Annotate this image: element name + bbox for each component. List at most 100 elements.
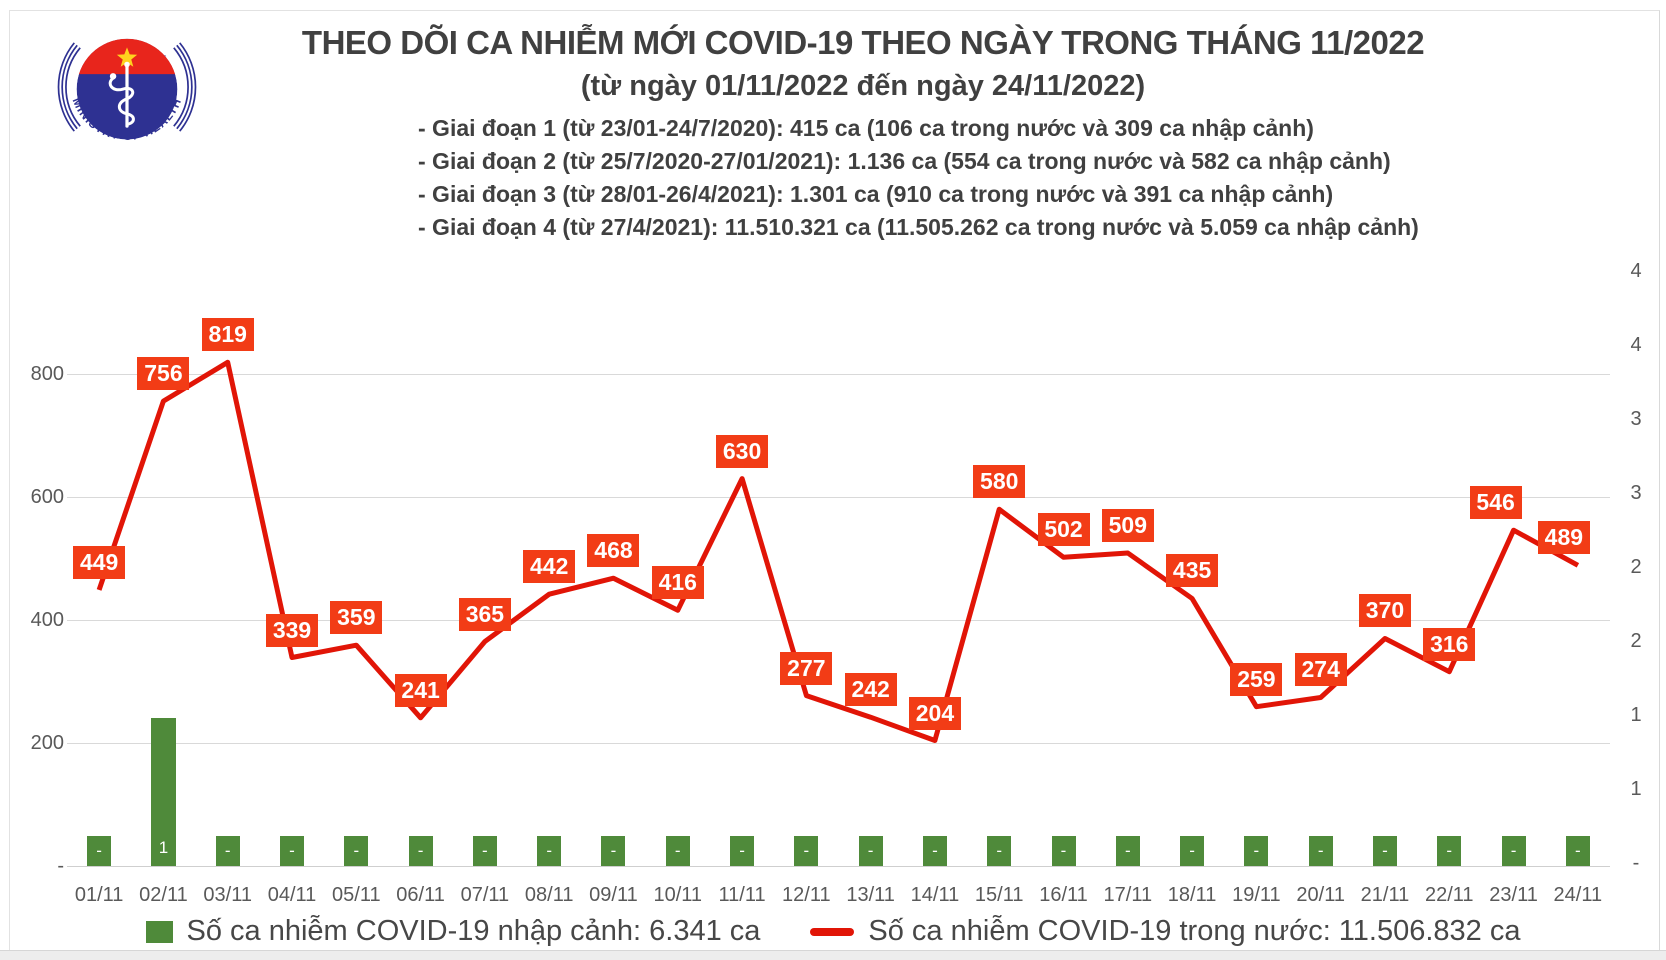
bar-value-label: - [674, 841, 681, 860]
x-axis-label-07/11: 07/11 [460, 884, 510, 906]
ministry-of-health-logo: BỘ Y TẾ MINISTRY OF HEALTH [57, 38, 197, 143]
bar-value-label: - [1253, 841, 1260, 860]
bar-zero-21/11 [1372, 836, 1397, 866]
left-axis-tick: 800 [30, 363, 64, 385]
bar-value-label: - [96, 841, 102, 860]
x-axis-label-20/11: 20/11 [1296, 884, 1345, 906]
phase-notes: - Giai đoạn 1 (từ 23/01-24/7/2020): 415 … [418, 112, 1419, 244]
phase-note-2: - Giai đoạn 2 (từ 25/7/2020-27/01/2021):… [418, 148, 1391, 174]
bar-value-label: - [932, 841, 938, 860]
phase-note-4: - Giai đoạn 4 (từ 27/4/2021): 11.510.321… [418, 214, 1419, 240]
x-axis-label-22/11: 22/11 [1424, 884, 1474, 906]
bar-value-label: - [546, 841, 553, 860]
right-axis-tick: 3 [1630, 408, 1642, 430]
point-label-16/11: 502 [1037, 513, 1090, 547]
phase-note-1: - Giai đoạn 1 (từ 23/01-24/7/2020): 415 … [418, 115, 1314, 141]
bar-zero-24/11 [1565, 836, 1590, 866]
legend-label-domestic: Số ca nhiễm COVID-19 trong nước: 11.506.… [868, 915, 1521, 947]
point-label-18/11: 435 [1166, 554, 1219, 588]
bar-value-label: - [739, 841, 745, 860]
x-axis-label-11/11: 11/11 [718, 884, 766, 906]
x-axis-label-21/11: 21/11 [1360, 884, 1410, 906]
bar-zero-20/11 [1308, 836, 1333, 866]
bar-value-label: - [289, 841, 295, 860]
point-label-22/11: 316 [1423, 627, 1476, 661]
point-label-15/11: 580 [973, 465, 1026, 499]
x-axis-label-06/11: 06/11 [396, 884, 445, 906]
bar-zero-17/11 [1115, 836, 1140, 866]
point-label-14/11: 204 [908, 696, 961, 730]
point-label-23/11: 546 [1469, 486, 1522, 520]
bar-value-label: - [1446, 841, 1453, 860]
bar-zero-15/11 [987, 836, 1012, 866]
bar-value-label: - [1189, 841, 1195, 860]
right-axis-tick: 4 [1630, 334, 1642, 356]
x-axis-label-14/11: 14/11 [910, 884, 960, 906]
point-label-19/11: 259 [1230, 662, 1283, 696]
point-label-09/11: 468 [587, 534, 640, 568]
point-label-02/11: 756 [137, 357, 190, 391]
bar-value-label: - [803, 841, 810, 860]
x-axis-label-19/11: 19/11 [1232, 884, 1281, 906]
logo-side-arcs [57, 42, 197, 132]
x-axis-label-01/11: 01/11 [74, 884, 124, 906]
right-axis-tick: 2 [1630, 556, 1642, 578]
x-axis-label-02/11: 02/11 [139, 884, 188, 906]
point-label-13/11: 242 [844, 673, 897, 707]
x-axis-label-13/11: 13/11 [846, 884, 895, 906]
chart-legend: Số ca nhiễm COVID-19 nhập cảnh: 6.341 ca… [0, 915, 1666, 948]
bar-value-label: - [353, 841, 360, 860]
bar-value-label: - [224, 841, 231, 860]
bar-zero-16/11 [1051, 836, 1076, 866]
bar-zero-19/11 [1244, 836, 1269, 866]
bar-zero-05/11 [344, 836, 369, 866]
x-axis-label-16/11: 16/11 [1039, 884, 1088, 906]
bar-zero-09/11 [601, 836, 626, 866]
x-axis-label-09/11: 09/11 [589, 884, 638, 906]
left-axis-tick: - [57, 855, 64, 877]
bar-value-label: - [1382, 841, 1388, 860]
bar-value-label: - [1124, 841, 1131, 860]
point-label-20/11: 274 [1294, 653, 1347, 687]
bar-zero-03/11 [215, 836, 240, 866]
point-label-11/11: 630 [716, 434, 769, 468]
bar-value-label: - [482, 841, 488, 860]
gridline-600 [67, 497, 1610, 498]
bar-zero-07/11 [472, 836, 497, 866]
window-bottom-edge [0, 950, 1666, 960]
logo-star-icon [116, 47, 138, 67]
bar-value-label: - [417, 841, 424, 860]
bar-value-label: - [867, 841, 874, 860]
x-axis-label-15/11: 15/11 [974, 884, 1024, 906]
x-axis-label-08/11: 08/11 [524, 884, 574, 906]
point-label-01/11: 449 [73, 545, 126, 579]
left-axis-tick: 400 [30, 609, 64, 631]
x-axis-label-10/11: 10/11 [653, 884, 703, 906]
gridline-800 [67, 374, 1610, 375]
bar-zero-01/11 [87, 836, 112, 866]
bar-zero-12/11 [794, 836, 819, 866]
right-axis-tick: 1 [1630, 778, 1642, 800]
right-axis-tick: 3 [1630, 482, 1642, 504]
bar-zero-04/11 [280, 836, 305, 866]
right-axis-tick: - [1632, 852, 1640, 874]
bar-value-label: - [1510, 841, 1517, 860]
x-axis-label-05/11: 05/11 [332, 884, 381, 906]
x-axis-label-18/11: 18/11 [1167, 884, 1217, 906]
window-frame [9, 10, 1660, 952]
point-label-17/11: 509 [1101, 508, 1154, 542]
line-path [96, 359, 1580, 743]
bar-zero-13/11 [858, 836, 883, 866]
bar-zero-10/11 [665, 836, 690, 866]
bar-zero-23/11 [1501, 836, 1526, 866]
x-axis-label-17/11: 17/11 [1103, 884, 1153, 906]
point-label-10/11: 416 [651, 566, 704, 600]
x-axis-label-04/11: 04/11 [267, 884, 317, 906]
point-label-04/11: 339 [266, 613, 319, 647]
x-axis-label-03/11: 03/11 [203, 884, 252, 906]
point-label-06/11: 241 [394, 673, 447, 707]
bar-zero-11/11 [730, 836, 755, 866]
bar-zero-14/11 [922, 836, 947, 866]
legend-line-marker [810, 927, 855, 936]
